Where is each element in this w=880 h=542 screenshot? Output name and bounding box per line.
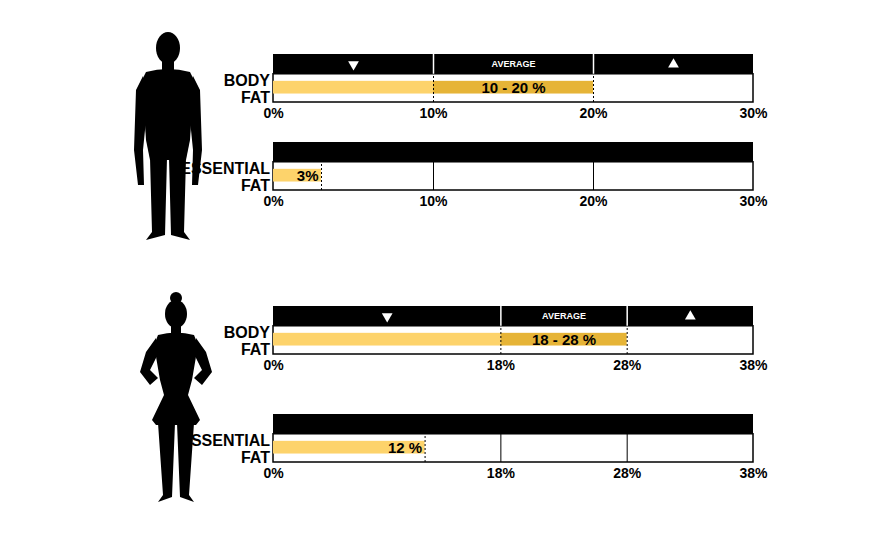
html-text:BODY: BODY: [223, 324, 270, 341]
svg-text:10%: 10%: [419, 105, 448, 121]
svg-text:0%: 0%: [263, 193, 284, 209]
html-text:ESSENTIAL: ESSENTIAL: [180, 432, 270, 449]
svg-text:AVERAGE: AVERAGE: [492, 59, 536, 69]
svg-text:0%: 0%: [263, 465, 284, 481]
svg-text:12 %: 12 %: [388, 439, 422, 456]
html-text:FAT: FAT: [241, 341, 270, 358]
html-text:FAT: FAT: [241, 89, 270, 106]
html-text:ESSENTIAL: ESSENTIAL: [180, 160, 270, 177]
svg-text:38%: 38%: [739, 357, 768, 373]
svg-text:AVERAGE: AVERAGE: [542, 311, 586, 321]
svg-text:18%: 18%: [487, 357, 516, 373]
svg-text:18 - 28 %: 18 - 28 %: [532, 331, 596, 348]
svg-text:10%: 10%: [419, 193, 448, 209]
svg-text:3%: 3%: [297, 167, 319, 184]
svg-text:30%: 30%: [739, 105, 768, 121]
html-text:FAT: FAT: [241, 177, 270, 194]
svg-text:38%: 38%: [739, 465, 768, 481]
svg-text:20%: 20%: [579, 105, 608, 121]
svg-text:28%: 28%: [613, 465, 642, 481]
svg-text:30%: 30%: [739, 193, 768, 209]
svg-text:20%: 20%: [579, 193, 608, 209]
svg-text:10 - 20 %: 10 - 20 %: [481, 79, 545, 96]
svg-text:18%: 18%: [487, 465, 516, 481]
svg-text:28%: 28%: [613, 357, 642, 373]
svg-text:0%: 0%: [263, 357, 284, 373]
html-text:BODY: BODY: [223, 72, 270, 89]
svg-text:0%: 0%: [263, 105, 284, 121]
html-text:FAT: FAT: [241, 449, 270, 466]
